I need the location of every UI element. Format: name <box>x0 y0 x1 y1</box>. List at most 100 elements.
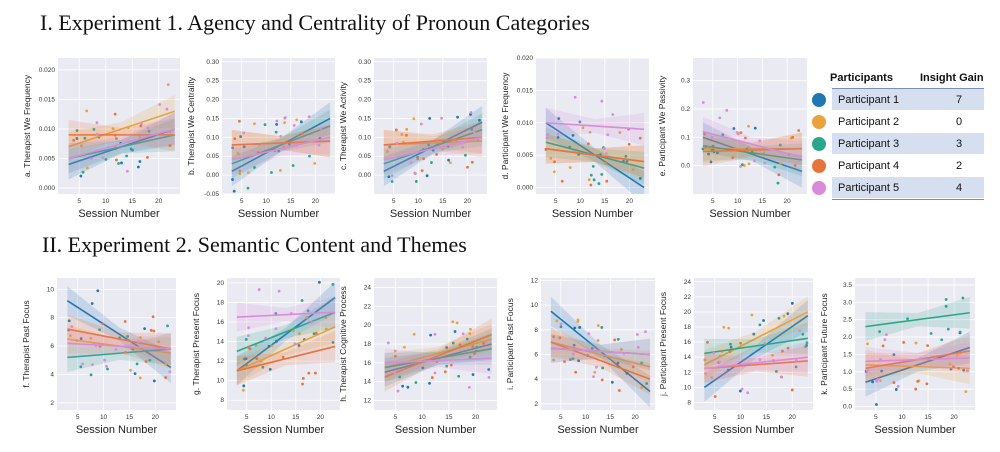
data-point-participant-4 <box>471 345 475 349</box>
data-point-participant-2 <box>241 388 245 392</box>
data-point-participant-4 <box>430 376 434 379</box>
data-point-participant-5 <box>866 369 869 373</box>
legend-insight-gain: 7 <box>955 93 963 106</box>
data-point-participant-3 <box>274 312 278 315</box>
data-point-participant-3 <box>274 130 278 134</box>
data-point-participant-4 <box>301 376 305 380</box>
regression-line-participant-5 <box>231 136 331 161</box>
data-point-participant-4 <box>149 328 153 332</box>
data-point-participant-5 <box>763 161 767 165</box>
data-point-participant-3 <box>775 369 778 373</box>
data-point-participant-5 <box>740 387 744 391</box>
data-point-participant-3 <box>559 325 563 329</box>
data-point-participant-2 <box>412 332 416 336</box>
x-tick-label: 5 <box>245 414 249 421</box>
regression-line-participant-5 <box>68 128 175 160</box>
data-point-participant-1 <box>732 127 736 130</box>
y-tick-label: 0.00 <box>358 172 371 179</box>
regression-line-participant-3 <box>865 311 970 328</box>
regression-line-participant-3 <box>384 347 492 369</box>
data-point-participant-2 <box>552 170 556 174</box>
chart-panel: 5 10 15 20 2 4 6 8 10 12 Session Number i. Particip… <box>505 277 655 436</box>
y-tick-label: 4 <box>534 376 538 383</box>
y-tick-label: 2 <box>534 401 538 408</box>
data-point-participant-5 <box>396 389 400 393</box>
data-point-participant-4 <box>139 124 143 128</box>
y-tick-label: 0.30 <box>358 59 371 66</box>
y-tick-label: 12 <box>684 369 692 376</box>
data-point-participant-4 <box>422 157 426 161</box>
x-tick-label: 15 <box>763 414 771 421</box>
data-point-participant-2 <box>955 353 959 357</box>
data-point-participant-4 <box>307 371 311 375</box>
x-tick-label: 5 <box>711 198 715 205</box>
data-point-participant-2 <box>619 347 623 351</box>
y-tick-label: 20 <box>217 280 225 287</box>
data-point-participant-2 <box>129 368 132 372</box>
data-point-participant-2 <box>412 117 416 121</box>
data-point-participant-3 <box>125 154 129 158</box>
y-tick-label: 16 <box>217 319 225 326</box>
x-axis-label: Session Number <box>713 424 795 436</box>
chart-panel: 5 10 15 20 0.0 0.1 0.2 0.3 Session Number e. Part… <box>657 58 807 220</box>
chart-panel: 5 10 15 20 0.000 0.005 0.010 0.015 0.020 Session … <box>500 55 649 220</box>
regression-line-participant-4 <box>236 345 336 372</box>
y-tick-label: 0.000 <box>517 185 534 192</box>
data-point-participant-1 <box>429 333 433 337</box>
x-tick-label: 20 <box>632 414 640 421</box>
data-point-participant-2 <box>588 130 592 134</box>
y-tick-label: 8 <box>50 315 54 322</box>
data-point-participant-4 <box>952 365 955 369</box>
participant-3-dot <box>812 136 826 151</box>
y-tick-label: 2 <box>50 400 54 407</box>
data-point-participant-5 <box>395 141 399 145</box>
regression-line-participant-5 <box>384 357 492 364</box>
data-point-participant-2 <box>914 341 918 345</box>
regression-line-participant-5 <box>545 121 645 131</box>
y-tick-label: 3.5 <box>843 282 852 289</box>
data-point-participant-2 <box>866 342 869 346</box>
data-point-participant-5 <box>168 370 172 374</box>
data-point-participant-1 <box>406 385 410 389</box>
data-point-participant-3 <box>616 337 620 341</box>
data-point-participant-4 <box>613 338 617 342</box>
data-point-participant-1 <box>401 384 405 388</box>
data-point-participant-3 <box>75 129 79 132</box>
data-point-participant-1 <box>871 380 874 384</box>
data-point-participant-5 <box>386 341 390 345</box>
data-point-participant-4 <box>744 136 747 140</box>
data-point-participant-5 <box>440 116 444 120</box>
data-point-participant-3 <box>470 127 474 131</box>
plot-area <box>544 95 645 194</box>
data-point-participant-4 <box>793 164 797 167</box>
data-point-participant-4 <box>713 395 717 398</box>
data-point-participant-1 <box>738 389 742 393</box>
chart-panel: 5 10 15 20 8 10 12 14 16 18 20 Session Number g. The… <box>191 278 340 436</box>
legend-row: Participant 4 2 <box>812 155 984 176</box>
data-point-participant-3 <box>801 332 805 336</box>
regression-line-participant-5 <box>236 311 336 318</box>
y-axis-label: j. Participant Present Focus <box>658 292 668 397</box>
data-point-participant-5 <box>136 340 140 343</box>
data-point-participant-5 <box>390 174 394 178</box>
data-point-participant-3 <box>89 373 93 377</box>
data-point-participant-1 <box>880 369 884 373</box>
data-point-participant-5 <box>746 391 750 395</box>
data-point-participant-4 <box>563 360 566 363</box>
data-point-participant-4 <box>703 132 706 136</box>
data-point-participant-3 <box>81 170 85 174</box>
data-point-participant-4 <box>589 183 593 187</box>
regression-line-participant-5 <box>67 342 171 350</box>
y-tick-label: 0.0 <box>843 404 852 411</box>
data-point-participant-3 <box>601 366 605 370</box>
y-tick-label: 20 <box>684 309 692 316</box>
data-point-participant-3 <box>701 147 705 151</box>
data-point-participant-4 <box>152 329 156 333</box>
data-point-participant-4 <box>777 173 781 177</box>
data-point-participant-3 <box>331 341 335 344</box>
data-point-participant-2 <box>710 376 714 379</box>
data-point-participant-2 <box>576 318 580 322</box>
data-point-participant-5 <box>103 358 107 362</box>
x-tick-label: 10 <box>419 414 427 421</box>
